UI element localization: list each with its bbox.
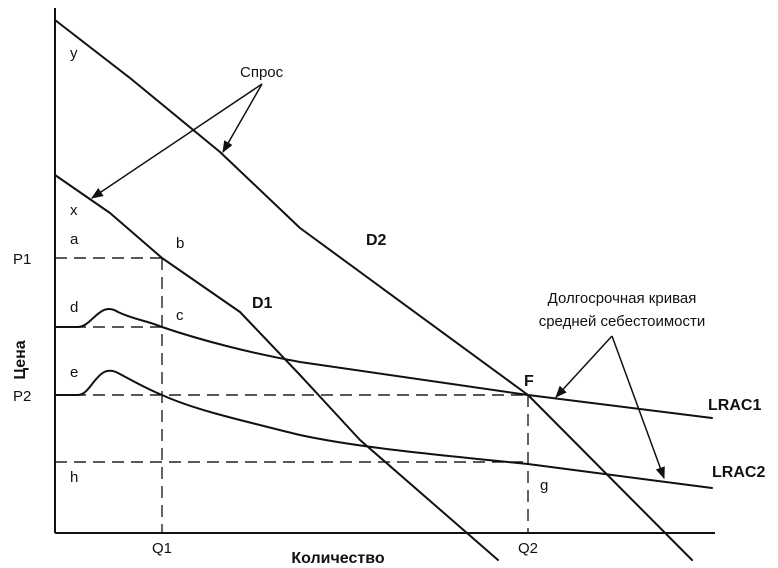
x-axis-label: Количество: [291, 550, 384, 567]
point-g: g: [540, 477, 548, 494]
tick-q1: Q1: [152, 540, 172, 557]
point-f: F: [524, 373, 534, 390]
point-a: a: [70, 231, 79, 248]
y-axis-label: Цена: [12, 340, 29, 379]
label-d1: D1: [252, 295, 273, 312]
annotation-lrac-line2: средней себестоимости: [539, 313, 706, 330]
annotation-lrac-line1: Долгосрочная кривая: [548, 290, 697, 307]
demand-arrow-to-d2: [222, 83, 263, 154]
tick-p1: P1: [13, 251, 31, 268]
point-c: c: [176, 307, 184, 324]
label-lrac2: LRAC2: [712, 464, 765, 481]
point-d: d: [70, 299, 78, 316]
lrac-arrow-to-lrac1: [555, 335, 613, 398]
demand-curve-d1: [54, 174, 499, 561]
label-lrac1: LRAC1: [708, 397, 761, 414]
lrac2-curve: [54, 369, 713, 489]
point-h: h: [70, 469, 78, 486]
tick-p2: P2: [13, 388, 31, 405]
point-x: x: [70, 202, 78, 219]
annotation-demand: Спрос: [240, 64, 284, 81]
lrac-arrow-to-lrac2: [611, 335, 665, 480]
point-e: e: [70, 364, 78, 381]
point-y: y: [70, 45, 78, 62]
point-b: b: [176, 235, 184, 252]
demand-arrow-to-d1: [91, 83, 263, 199]
label-d2: D2: [366, 232, 387, 249]
demand-curve-d2: [54, 19, 693, 561]
lrac1-curve: [54, 308, 713, 419]
tick-q2: Q2: [518, 540, 538, 557]
